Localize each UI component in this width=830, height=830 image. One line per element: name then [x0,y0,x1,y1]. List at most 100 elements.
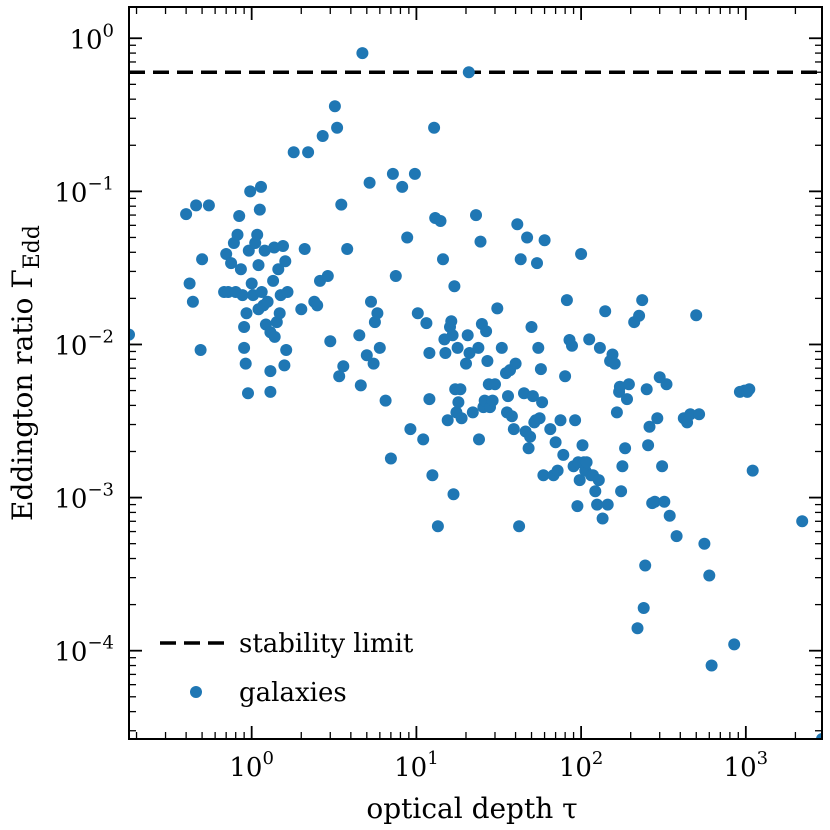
data-point [447,488,460,501]
data-point [441,414,454,427]
data-point [569,414,582,427]
data-point [451,341,464,354]
data-point [404,423,417,436]
y-tick-label: 10−1 [54,173,114,208]
data-point [698,537,711,550]
plot-frame [128,6,823,740]
data-point [639,559,652,572]
data-point [236,289,249,302]
data-point [337,360,350,373]
data-point [461,329,474,342]
data-point [559,370,572,383]
y-tick-label: 10−2 [54,326,114,361]
data-point [328,100,341,113]
data-point [448,280,461,293]
data-point [258,244,271,257]
data-point [253,203,266,216]
data-point [693,408,706,421]
data-point [728,638,741,651]
data-point [599,305,612,318]
data-point [367,357,380,370]
legend-stability-limit-label: stability limit [239,629,414,659]
data-point [408,167,421,180]
y-tick-label: 10−3 [54,480,114,515]
data-point [796,515,809,528]
data-point [513,520,526,533]
data-point [354,379,367,392]
data-point [401,231,414,244]
data-point [507,423,520,436]
data-point [302,146,315,159]
data-point [576,439,589,452]
data-point [660,378,673,391]
data-point [255,180,267,193]
data-point [386,167,399,180]
data-point [280,344,293,356]
data-point [423,393,436,406]
data-point [420,317,433,330]
data-point [460,357,472,370]
data-point [466,406,479,419]
x-tick-label: 101 [394,748,439,783]
data-point [631,622,644,635]
data-point [591,498,604,511]
data-point [544,423,557,436]
data-point [502,390,514,403]
data-point [341,243,354,255]
data-point [428,121,441,134]
data-point [470,209,482,222]
data-point [526,390,539,403]
data-point [353,329,366,342]
data-point [538,234,551,247]
data-point [298,243,311,255]
data-point [557,448,570,461]
data-point [183,277,196,290]
data-point [571,500,584,513]
data-point [272,263,285,276]
data-point [670,530,683,543]
data-point [643,420,656,433]
x-tick-label: 102 [559,748,604,783]
data-point [575,248,588,260]
data-point [589,485,602,498]
data-point [560,294,573,307]
data-point [621,393,633,406]
data-point [684,408,697,421]
data-point [333,370,346,383]
data-point [287,146,300,159]
data-point [245,277,258,290]
data-point [522,442,535,455]
data-point [238,341,251,354]
data-point [268,330,281,343]
data-point [426,469,439,482]
data-point [363,176,376,189]
data-point [365,295,377,308]
data-point [491,302,504,315]
data-point [703,569,716,582]
data-point [439,347,452,359]
data-point [816,733,822,739]
data-point [384,452,397,465]
data-point [524,430,537,443]
data-point [521,231,534,244]
data-point [642,439,655,452]
data-point [534,363,547,376]
data-point [278,359,291,372]
data-point [279,255,292,268]
data-point [371,307,384,320]
data-point [658,495,671,508]
data-point [273,307,286,320]
data-point [231,228,244,241]
data-point [264,365,277,378]
data-point [360,349,373,362]
data-point [606,348,619,361]
data-point [511,218,524,231]
x-tick-labels: 100 101 102 103 [229,748,768,783]
data-point [636,294,649,307]
data-point [690,309,703,322]
data-point [613,380,626,393]
data-point [480,325,493,338]
axis-ticks [129,7,822,739]
legend-galaxies-label: galaxies [239,678,347,708]
